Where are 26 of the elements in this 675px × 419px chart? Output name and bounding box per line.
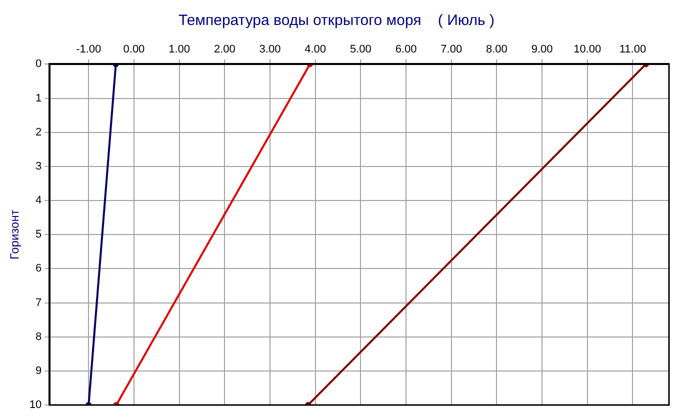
y-tick-label: 4 <box>36 194 42 207</box>
y-tick-label: 3 <box>36 160 42 172</box>
y-tick-label: 6 <box>36 262 42 275</box>
x-tick-label: 9.00 <box>531 44 553 56</box>
chart-title: Температура воды открытого моря ( Июль ) <box>178 12 495 30</box>
x-tick-label: 7.00 <box>440 44 462 56</box>
y-tick-label: 5 <box>36 228 42 241</box>
y-tick-label: 10 <box>29 399 42 412</box>
y-tick-label: 1 <box>36 92 42 104</box>
x-tick-label: 4.00 <box>304 44 326 56</box>
x-tick-label: 0.00 <box>123 44 145 56</box>
x-tick-label: 2.00 <box>214 44 236 56</box>
y-tick-label: 8 <box>36 330 42 343</box>
x-tick-label: 10.00 <box>574 44 602 56</box>
y-tick-label: 7 <box>36 296 42 309</box>
x-tick-label: 8.00 <box>486 44 508 56</box>
x-tick-label: 5.00 <box>350 44 372 56</box>
y-tick-label: 9 <box>36 364 42 377</box>
x-tick-label: 6.00 <box>395 44 417 56</box>
x-tick-label: 1.00 <box>168 44 190 56</box>
x-tick-label: 11.00 <box>619 44 646 56</box>
y-tick-label: 0 <box>36 58 42 70</box>
x-tick-label: 3.00 <box>259 44 281 56</box>
x-tick-label: -1.00 <box>76 44 102 56</box>
y-axis-title: Горизонт <box>8 209 22 260</box>
y-tick-label: 2 <box>36 126 42 138</box>
